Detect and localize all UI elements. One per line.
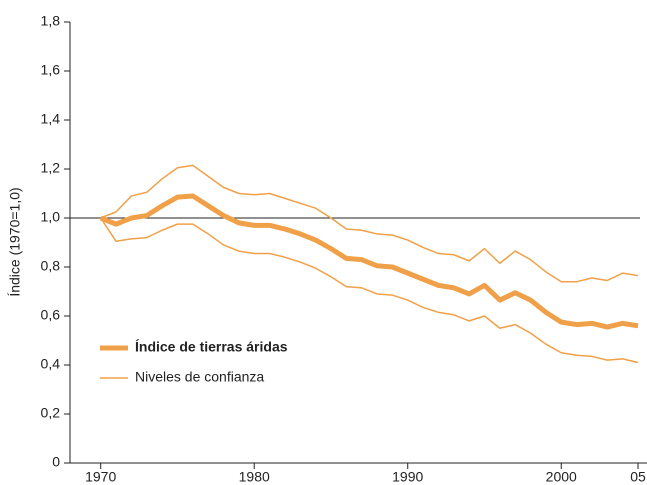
confidence-lower [100,217,639,364]
y-tick-label: 1,8 [41,13,61,29]
x-tick-label: 1980 [239,469,270,485]
x-tick-label: 1990 [392,469,423,485]
y-tick-label: 0,8 [41,258,61,274]
index-line [99,193,639,330]
y-tick-label: 1,0 [41,209,61,225]
y-tick-label: 0 [52,454,60,470]
x-tick-label: 1970 [85,469,116,485]
y-tick-label: 0,4 [41,356,61,372]
y-tick-label: 1,2 [41,160,61,176]
legend-label: Niveles de confianza [135,369,264,385]
y-tick-label: 1,4 [41,111,61,127]
y-tick-label: 0,6 [41,307,61,323]
y-axis-label: Índice (1970=1,0) [7,187,23,296]
legend-label: Índice de tierras áridas [135,339,288,355]
confidence-upper [100,164,639,283]
y-tick-label: 1,6 [41,62,61,78]
y-tick-label: 0,2 [41,405,61,421]
x-tick-label: 2000 [546,469,577,485]
x-tick-label: 05 [630,469,646,485]
